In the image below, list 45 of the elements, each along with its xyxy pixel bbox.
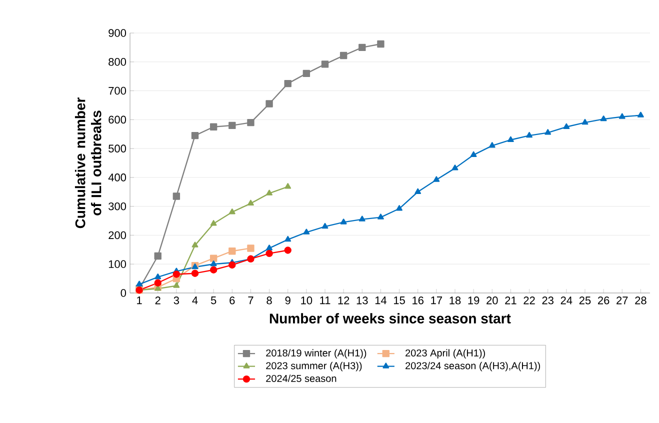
x-tick-label: 17 <box>431 296 442 304</box>
x-tick-label: 25 <box>579 296 591 304</box>
y-tick-label: 300 <box>108 202 126 210</box>
x-tick-label: 16 <box>412 296 424 304</box>
y-tick-label: 200 <box>108 231 126 240</box>
legend-label: 2018/19 winter (A(H1)) <box>266 349 366 358</box>
legend-label: 2023/24 season (A(H3),A(H1)) <box>406 362 540 372</box>
x-tick-label: 10 <box>301 296 312 304</box>
x-tick-label: 24 <box>560 296 572 304</box>
x-tick-label: 4 <box>192 296 198 304</box>
legend-label: 2023 summer (A(H3)) <box>266 362 362 372</box>
x-tick-label: 8 <box>266 296 272 304</box>
x-tick-label: 2 <box>155 296 160 304</box>
y-tick-label: 600 <box>108 116 126 124</box>
x-tick-label: 6 <box>230 296 235 304</box>
y-tick-label: 100 <box>108 260 126 268</box>
x-tick-label: 1 <box>137 296 142 304</box>
y-tick-label: 0 <box>120 289 126 297</box>
legend-label: 2024/25 season <box>266 374 336 382</box>
x-tick-label: 18 <box>450 296 461 304</box>
x-tick-label: 12 <box>338 296 350 304</box>
x-tick-label: 23 <box>542 296 554 304</box>
x-tick-label: 11 <box>320 296 330 304</box>
x-tick-label: 20 <box>486 296 498 304</box>
x-tick-label: 19 <box>468 296 480 304</box>
x-tick-label: 7 <box>248 296 254 304</box>
x-tick-label: 21 <box>505 296 516 304</box>
x-tick-label: 13 <box>356 296 368 304</box>
x-axis-title: Number of weeks since season start <box>270 313 511 324</box>
y-tick-label: 700 <box>108 86 126 95</box>
y-tick-label: 800 <box>108 58 126 66</box>
x-tick-label: 22 <box>524 296 535 304</box>
x-tick-label: 27 <box>616 296 628 304</box>
x-tick-label: 5 <box>210 296 216 304</box>
x-tick-label: 15 <box>394 296 405 304</box>
legend-label: 2023 April (A(H1)) <box>406 349 485 358</box>
y-tick-label: 400 <box>108 174 126 182</box>
y-tick-label: 500 <box>108 144 126 152</box>
x-tick-label: 28 <box>635 296 646 304</box>
x-tick-label: 3 <box>174 296 180 304</box>
x-tick-label: 14 <box>375 296 386 304</box>
x-tick-label: 26 <box>598 296 610 304</box>
x-tick-label: 9 <box>285 296 290 304</box>
y-tick-label: 900 <box>108 29 126 37</box>
y-axis-title: Cumulative number of ILI outbreaks <box>74 97 102 228</box>
